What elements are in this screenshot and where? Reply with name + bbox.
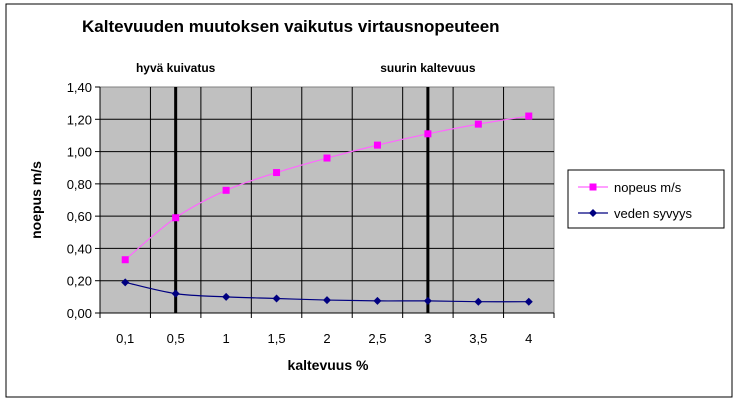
x-tick-label: 4 — [525, 331, 532, 346]
series-point-2 — [423, 296, 432, 305]
annotation-label: suurin kaltevuus — [380, 61, 476, 75]
x-tick-label: 0,1 — [116, 331, 134, 346]
axis-layer: 0,00 0,20 0,40 0,60 0,80 1,00 1,20 1,40 0,1 0,5 1 1… — [67, 80, 555, 346]
x-tick-label: 0,5 — [167, 331, 185, 346]
series-point-2 — [171, 289, 180, 298]
series-point-2 — [222, 292, 231, 301]
series-point-1 — [172, 214, 180, 222]
series-point-1 — [323, 154, 331, 162]
annotation-label: hyvä kuivatus — [136, 61, 216, 75]
chart-title: Kaltevuuden muutoksen vaikutus virtausno… — [82, 17, 500, 36]
x-tick-label: 1 — [222, 331, 229, 346]
y-tick-label: 0,60 — [67, 209, 92, 224]
series-point-1 — [222, 186, 230, 194]
legend-marker-2 — [589, 209, 597, 217]
legend-box — [567, 169, 725, 229]
y-tick-label: 1,20 — [67, 112, 92, 127]
legend-label-2: veden syvyys — [614, 206, 693, 221]
y-tick-label: 1,40 — [67, 80, 92, 95]
legend: nopeus m/s veden syvyys — [567, 169, 725, 229]
series-point-2 — [474, 297, 483, 306]
series-point-2 — [323, 296, 331, 305]
x-tick-label: 2,5 — [368, 331, 386, 346]
x-tick-label: 3 — [424, 331, 431, 346]
series-point-1 — [273, 169, 281, 177]
y-axis-label: noepus m/s — [28, 161, 44, 239]
series-point-1 — [424, 130, 432, 138]
series-point-1 — [121, 256, 129, 264]
y-tick-label: 0,40 — [67, 241, 92, 256]
x-axis-label: kaltevuus % — [288, 357, 369, 373]
x-tick-label: 3,5 — [469, 331, 487, 346]
annotation-layer: hyvä kuivatus suurin kaltevuus — [136, 61, 476, 313]
x-tick-label: 1,5 — [268, 331, 286, 346]
plot-area — [99, 86, 555, 314]
series-point-1 — [525, 112, 533, 120]
series-point-2 — [272, 294, 281, 303]
legend-label-1: nopeus m/s — [614, 180, 682, 195]
y-tick-label: 1,00 — [67, 145, 92, 160]
series-point-1 — [373, 141, 381, 149]
legend-marker-1 — [589, 183, 597, 191]
series-point-2 — [373, 296, 382, 305]
y-tick-label: 0,80 — [67, 177, 92, 192]
y-tick-label: 0,00 — [67, 306, 92, 321]
series-point-2 — [121, 278, 130, 287]
series-layer — [121, 112, 533, 306]
y-tick-label: 0,20 — [67, 274, 92, 289]
series-point-2 — [524, 297, 533, 306]
series-point-1 — [474, 120, 482, 128]
x-tick-label: 2 — [323, 331, 330, 346]
